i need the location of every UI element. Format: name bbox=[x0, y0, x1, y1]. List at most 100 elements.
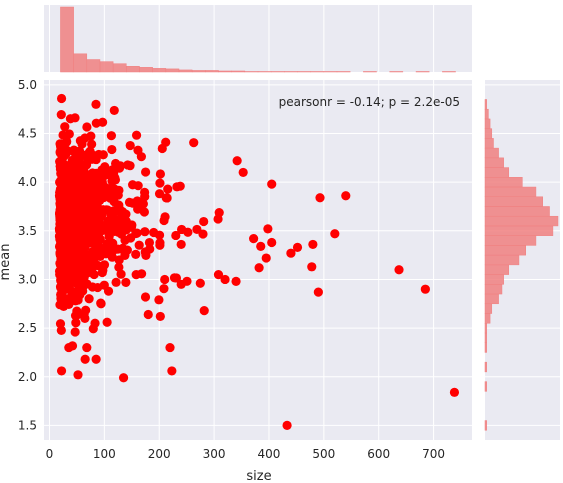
scatter-point bbox=[267, 237, 277, 248]
y-tick-label: 4.5 bbox=[18, 127, 37, 141]
y-hist-bar bbox=[484, 186, 537, 198]
scatter-point bbox=[292, 242, 303, 252]
scatter-point bbox=[90, 227, 100, 238]
scatter-point bbox=[155, 178, 165, 188]
scatter-point bbox=[104, 229, 114, 239]
scatter-point bbox=[341, 191, 351, 201]
scatter-point bbox=[86, 131, 96, 141]
x-tick-label: 400 bbox=[258, 447, 281, 461]
scatter-point bbox=[60, 235, 71, 245]
x-hist-bar bbox=[310, 71, 325, 73]
scatter-point bbox=[71, 270, 81, 281]
top-hist-background bbox=[44, 5, 472, 72]
scatter-point bbox=[171, 273, 182, 283]
scatter-point bbox=[163, 184, 173, 194]
y-hist-bar bbox=[484, 206, 550, 217]
scatter-point bbox=[80, 354, 90, 364]
x-tick-label: 700 bbox=[422, 447, 445, 461]
y-tick-label: 3.5 bbox=[18, 224, 37, 238]
scatter-point bbox=[79, 309, 89, 319]
scatter-point bbox=[96, 220, 106, 230]
scatter-point bbox=[87, 139, 97, 149]
x-hist-bar bbox=[257, 71, 272, 73]
scatter-point bbox=[96, 212, 106, 222]
y-hist-bar bbox=[484, 99, 487, 110]
x-hist-bar bbox=[73, 53, 88, 73]
x-tick-label: 200 bbox=[148, 447, 171, 461]
scatter-point bbox=[160, 274, 170, 285]
top-marginal-histogram bbox=[44, 5, 472, 73]
scatter-point bbox=[70, 296, 81, 306]
x-tick-label: 500 bbox=[312, 447, 335, 461]
scatter-point bbox=[267, 179, 277, 189]
scatter-point bbox=[98, 205, 108, 215]
y-hist-bar bbox=[484, 332, 487, 343]
scatter-point bbox=[72, 246, 82, 257]
y-tick-label: 2.0 bbox=[18, 370, 37, 384]
scatter-point bbox=[88, 251, 99, 261]
y-hist-bar bbox=[484, 322, 487, 334]
scatter-point bbox=[96, 299, 106, 309]
scatter-point bbox=[79, 241, 89, 251]
scatter-point bbox=[128, 180, 138, 190]
scatter-point bbox=[56, 110, 66, 120]
scatter-point bbox=[83, 153, 93, 163]
scatter-point bbox=[55, 319, 66, 329]
scatter-point bbox=[73, 370, 83, 380]
x-hist-bar bbox=[284, 71, 298, 73]
scatter-point bbox=[59, 299, 69, 309]
scatter-point bbox=[64, 129, 74, 139]
scatter-point bbox=[59, 159, 70, 170]
y-hist-bar bbox=[484, 108, 489, 120]
scatter-point bbox=[77, 220, 87, 230]
scatter-point bbox=[55, 139, 65, 149]
scatter-point bbox=[72, 310, 82, 320]
x-hist-bar bbox=[165, 68, 180, 73]
y-hist-bar bbox=[484, 138, 494, 149]
y-hist-bar bbox=[484, 303, 493, 314]
scatter-point bbox=[91, 354, 101, 364]
scatter-point bbox=[165, 342, 175, 353]
x-tick-label: 300 bbox=[203, 447, 226, 461]
scatter-point bbox=[308, 239, 318, 250]
scatter-point bbox=[140, 292, 151, 302]
x-hist-bar bbox=[60, 6, 74, 73]
x-hist-bar bbox=[178, 69, 193, 73]
scatter-point bbox=[139, 207, 149, 217]
scatter-point bbox=[59, 255, 70, 266]
scatter-point bbox=[263, 224, 273, 234]
x-tick-label: 600 bbox=[367, 447, 390, 461]
scatter-point bbox=[121, 225, 131, 235]
x-hist-bar bbox=[442, 71, 456, 73]
y-tick-label: 2.5 bbox=[18, 321, 37, 335]
scatter-point bbox=[84, 294, 94, 304]
scatter-point bbox=[175, 181, 185, 191]
scatter-point bbox=[105, 193, 115, 203]
x-hist-bar bbox=[415, 71, 430, 73]
scatter-point bbox=[90, 318, 100, 328]
scatter-point bbox=[102, 185, 113, 196]
scatter-point bbox=[57, 167, 67, 177]
scatter-plot: 0 100 200 300 400 500 600 700 1.5 2.0 2.5 3.0 3.5 4.0… bbox=[18, 78, 472, 461]
scatter-point bbox=[56, 93, 67, 104]
x-hist-bar bbox=[270, 71, 285, 73]
scatter-point bbox=[134, 240, 144, 250]
scatter-point bbox=[155, 238, 165, 248]
x-hist-bar bbox=[323, 71, 338, 73]
scatter-point bbox=[159, 215, 169, 226]
scatter-point bbox=[177, 224, 187, 235]
scatter-point bbox=[68, 199, 78, 209]
scatter-point bbox=[162, 193, 172, 203]
scatter-point bbox=[199, 305, 209, 316]
right-marginal-histogram bbox=[484, 80, 560, 440]
scatter-point bbox=[58, 267, 68, 277]
scatter-point bbox=[118, 373, 129, 383]
scatter-point bbox=[94, 234, 104, 245]
scatter-point bbox=[98, 265, 108, 275]
scatter-point bbox=[114, 163, 125, 173]
scatter-point bbox=[98, 150, 108, 160]
scatter-point bbox=[140, 167, 151, 177]
scatter-point bbox=[114, 200, 124, 210]
y-hist-bar bbox=[484, 284, 503, 295]
